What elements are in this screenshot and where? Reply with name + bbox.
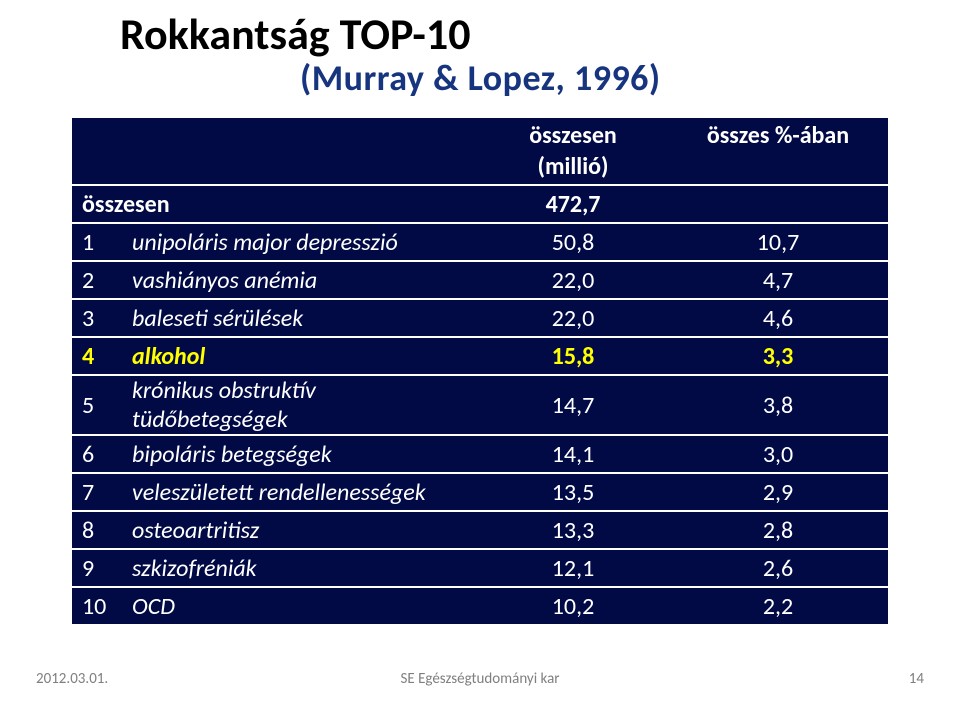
page-title: Rokkantság TOP-10	[120, 10, 960, 58]
row-val: 10,2	[478, 587, 668, 624]
row-pct: 2,8	[668, 511, 888, 549]
table-row: 10OCD10,22,2	[72, 587, 888, 624]
table-row: 3baleseti sérülések22,04,6	[72, 299, 888, 337]
row-pct: 2,6	[668, 549, 888, 587]
row-val: 14,1	[478, 435, 668, 473]
row-label: alkohol	[122, 337, 478, 375]
table-row: 4alkohol15,83,3	[72, 337, 888, 375]
table-container: összesen összes %-ában (millió) összesen…	[72, 118, 888, 624]
table-row: 9szkizofréniák12,12,6	[72, 549, 888, 587]
total-label: összesen	[72, 185, 478, 223]
row-val: 14,7	[478, 375, 668, 435]
row-rank: 9	[72, 549, 122, 587]
row-pct: 3,3	[668, 337, 888, 375]
row-label: osteoartritisz	[122, 511, 478, 549]
header-val-line1: összesen	[478, 118, 668, 152]
row-label: baleseti sérülések	[122, 299, 478, 337]
row-rank: 4	[72, 337, 122, 375]
row-val: 22,0	[478, 261, 668, 299]
total-row: összesen 472,7	[72, 185, 888, 223]
table-row: 5krónikus obstruktív tüdőbetegségek14,73…	[72, 375, 888, 435]
footer-center: SE Egészségtudományi kar	[156, 670, 804, 688]
header-blank2	[72, 152, 478, 185]
table-row: 7veleszületett rendellenességek13,52,9	[72, 473, 888, 511]
row-rank: 10	[72, 587, 122, 624]
row-rank: 2	[72, 261, 122, 299]
table-row: 6bipoláris betegségek14,13,0	[72, 435, 888, 473]
header-pct: összes %-ában	[668, 118, 888, 152]
row-val: 22,0	[478, 299, 668, 337]
data-table: összesen összes %-ában (millió) összesen…	[72, 118, 888, 624]
table-header-row: összesen összes %-ában	[72, 118, 888, 152]
row-val: 12,1	[478, 549, 668, 587]
row-pct: 4,7	[668, 261, 888, 299]
row-pct: 10,7	[668, 223, 888, 261]
row-label: krónikus obstruktív tüdőbetegségek	[122, 375, 478, 435]
row-pct: 3,0	[668, 435, 888, 473]
title-block: Rokkantság TOP-10 (Murray & Lopez, 1996)	[0, 0, 960, 100]
row-pct: 2,2	[668, 587, 888, 624]
table-header-row2: (millió)	[72, 152, 888, 185]
table-row: 1unipoláris major depresszió50,810,7	[72, 223, 888, 261]
footer-date: 2012.03.01.	[36, 670, 156, 688]
total-pct	[668, 185, 888, 223]
row-rank: 1	[72, 223, 122, 261]
row-pct: 3,8	[668, 375, 888, 435]
row-label: unipoláris major depresszió	[122, 223, 478, 261]
row-rank: 8	[72, 511, 122, 549]
row-pct: 4,6	[668, 299, 888, 337]
header-blank	[72, 118, 478, 152]
footer: 2012.03.01. SE Egészségtudományi kar 14	[0, 670, 960, 688]
row-label: OCD	[122, 587, 478, 624]
table-row: 8osteoartritisz13,32,8	[72, 511, 888, 549]
header-pct-blank	[668, 152, 888, 185]
row-label: bipoláris betegségek	[122, 435, 478, 473]
row-rank: 3	[72, 299, 122, 337]
row-val: 50,8	[478, 223, 668, 261]
row-val: 15,8	[478, 337, 668, 375]
row-label: vashiányos anémia	[122, 261, 478, 299]
row-rank: 6	[72, 435, 122, 473]
footer-page: 14	[804, 670, 924, 688]
row-val: 13,3	[478, 511, 668, 549]
total-val: 472,7	[478, 185, 668, 223]
row-pct: 2,9	[668, 473, 888, 511]
slide: Rokkantság TOP-10 (Murray & Lopez, 1996)…	[0, 0, 960, 702]
row-val: 13,5	[478, 473, 668, 511]
row-rank: 5	[72, 375, 122, 435]
row-label: veleszületett rendellenességek	[122, 473, 478, 511]
page-subtitle: (Murray & Lopez, 1996)	[120, 56, 960, 100]
table-row: 2vashiányos anémia22,04,7	[72, 261, 888, 299]
row-rank: 7	[72, 473, 122, 511]
row-label: szkizofréniák	[122, 549, 478, 587]
header-val-line2: (millió)	[478, 152, 668, 185]
